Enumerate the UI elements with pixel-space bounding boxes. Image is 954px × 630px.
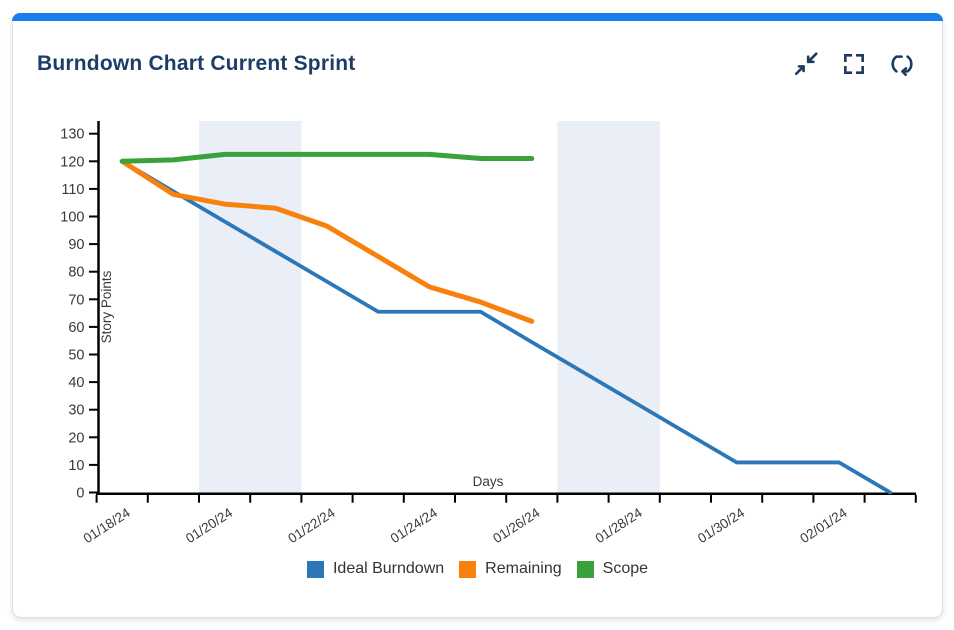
legend-swatch-scope	[576, 560, 594, 578]
legend-item-remaining[interactable]: Remaining	[459, 560, 562, 578]
y-tick-label: 0	[76, 486, 84, 502]
y-axis-title: Story Points	[99, 270, 114, 343]
x-tick-label: 01/22/24	[285, 505, 338, 546]
series-line-remaining	[119, 158, 535, 324]
y-tick-label: 60	[68, 320, 84, 336]
y-tick-label: 70	[68, 292, 84, 308]
x-tick-label: 01/24/24	[388, 505, 441, 546]
x-tick-label: 01/30/24	[695, 505, 748, 546]
x-axis-title: Days	[473, 474, 504, 489]
burndown-chart-card: Burndown Chart Current Sprint	[12, 13, 943, 618]
legend-label-scope: Scope	[602, 560, 649, 577]
legend-label-remaining: Remaining	[485, 560, 562, 577]
legend-label-ideal-burndown: Ideal Burndown	[332, 560, 445, 577]
y-tick-label: 30	[68, 403, 84, 419]
x-tick-label: 01/26/24	[490, 505, 543, 546]
collapse-button[interactable]	[792, 50, 820, 78]
y-tick-label: 90	[68, 237, 84, 253]
legend-swatch-ideal-burndown	[306, 560, 324, 578]
refresh-icon	[891, 55, 913, 77]
weekend-band	[557, 121, 660, 495]
chart-legend: Ideal Burndown Remaining Scope	[13, 560, 942, 578]
burndown-chart: 0 10 20 30 40 50 60 70 80 90 100 110 120 130 01/18/24 0…	[13, 14, 942, 617]
refresh-button[interactable]	[888, 50, 916, 78]
y-tick-label: 100	[60, 210, 84, 226]
y-tick-label: 20	[68, 430, 84, 446]
y-tick-label: 80	[68, 265, 84, 281]
legend-item-ideal-burndown[interactable]: Ideal Burndown	[306, 560, 445, 578]
x-tick-label: 01/18/24	[81, 505, 134, 546]
fullscreen-button[interactable]	[840, 50, 868, 78]
y-tick-label: 10	[68, 458, 84, 474]
y-tick-label: 110	[61, 182, 84, 198]
legend-swatch-remaining	[459, 560, 477, 578]
x-tick-label: 02/01/24	[797, 505, 850, 546]
y-tick-label: 50	[68, 348, 84, 364]
x-tick-label: 01/28/24	[593, 505, 646, 546]
fullscreen-icon	[844, 54, 864, 74]
card-toolbar	[792, 50, 916, 78]
series-line-ideal-burndown	[120, 159, 893, 495]
series-line-scope	[119, 151, 535, 164]
weekend-band	[199, 121, 302, 495]
y-tick-label: 120	[60, 154, 84, 170]
page-title: Burndown Chart Current Sprint	[37, 52, 356, 75]
card-accent-bar	[12, 13, 943, 21]
legend-item-scope[interactable]: Scope	[576, 560, 649, 578]
collapse-icon	[794, 52, 818, 76]
card-header: Burndown Chart Current Sprint	[37, 48, 916, 80]
x-tick-label: 01/20/24	[183, 505, 236, 546]
y-tick-label: 130	[60, 127, 84, 143]
y-tick-label: 40	[68, 375, 84, 391]
